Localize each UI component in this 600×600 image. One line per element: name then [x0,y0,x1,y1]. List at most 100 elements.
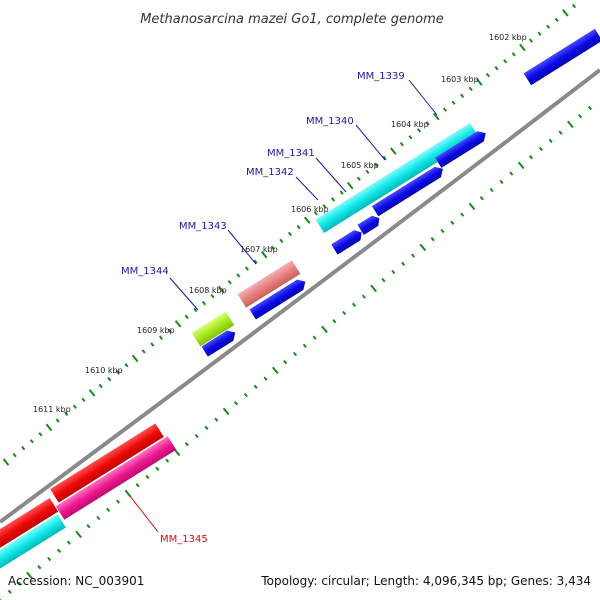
inner-ring-tick [401,261,406,266]
outer-ring-tick [29,439,34,444]
outer-ring-tick [21,445,26,451]
inner-ring-tick [145,474,150,480]
outer-ring-tick [425,121,430,126]
inner-ring-tick [253,384,258,389]
inner-ring-tick [135,483,140,488]
inner-ring-tick [567,120,574,129]
outer-ring-tick [150,342,155,347]
outer-ring-tick [72,404,77,409]
accession-text: Accession: NC_003901 [8,574,144,588]
inner-ring-tick [283,360,288,365]
tick-label-1609: 1609 kbp [137,326,175,335]
inner-ring-tick [7,589,12,594]
feature-cds-1343[interactable] [249,276,309,320]
inner-ring-tick [75,530,82,539]
feature-cds-1341[interactable] [357,213,382,235]
inner-ring-tick [370,284,377,293]
inner-ring-tick [26,571,33,580]
inner-ring-tick [391,269,396,275]
inner-ring-tick [440,228,445,234]
outer-ring-tick [131,354,139,363]
feature-cds-1602[interactable] [523,28,600,86]
outer-ring-tick [253,259,258,264]
outer-ring-tick [451,100,456,105]
outer-ring-tick [511,52,516,57]
inner-ring-tick [587,105,593,111]
gene-label-mm-1344[interactable]: MM_1344 [121,266,169,277]
feature-mm-1339[interactable] [315,122,479,234]
outer-ring-tick [124,363,129,368]
outer-ring-tick [356,176,361,181]
feature-mm-1343[interactable] [237,260,301,308]
feature-cds-1339[interactable] [435,128,489,168]
outer-ring-tick [339,190,344,195]
outer-ring-tick [346,181,354,190]
feature-mm-1345[interactable] [55,436,177,520]
outer-ring-tick [399,141,404,147]
gene-label-mm-1345[interactable]: MM_1345 [160,534,208,545]
outer-ring-tick [227,280,232,285]
outer-ring-tick [408,135,413,140]
inner-ring-tick [489,187,494,193]
outer-ring-tick [322,204,327,209]
outer-ring-tick [313,211,318,216]
outer-ring-tick [546,24,551,29]
inner-ring-tick [419,243,427,252]
inner-ring-tick [204,425,209,430]
inner-ring-tick [548,138,553,143]
outer-ring-tick [519,43,526,52]
inner-ring-tick [56,548,62,553]
inner-ring-tick [263,376,268,381]
map-title: Methanosarcina mazei Go1, complete genom… [140,12,444,27]
gene-label-mm-1339[interactable]: MM_1339 [357,71,405,82]
outer-ring-tick [236,273,241,278]
feature-red-lower[interactable] [0,498,59,554]
inner-ring-tick [460,212,465,217]
outer-ring-tick [55,418,60,423]
outer-ring-tick [382,155,387,161]
inner-ring-tick [538,146,543,152]
inner-ring-tick [450,220,455,225]
feature-cyan-lower[interactable] [0,513,66,573]
feature-mm-1344[interactable] [191,311,235,347]
inner-ring-tick [37,565,42,570]
outer-ring-tick [390,147,397,155]
outer-ring-tick [244,266,249,271]
outer-ring-tick [2,458,10,466]
feature-cds-1344[interactable] [201,327,239,357]
gene-label-mm-1342[interactable]: MM_1342 [246,167,294,178]
inner-ring-tick [312,335,317,340]
outer-ring-tick [193,307,198,313]
outer-ring-tick [460,93,465,99]
inner-ring-tick [381,278,386,283]
outer-ring-tick [158,335,163,340]
gene-label-mm-1340[interactable]: MM_1340 [306,116,354,127]
inner-ring-tick [361,294,366,299]
feature-cds-1340[interactable] [371,164,446,217]
inner-ring-tick [66,540,71,545]
inner-ring-tick [106,507,111,512]
outer-ring-tick [442,107,447,112]
tick-label-1608: 1608 kbp [189,286,227,295]
gene-label-mm-1341[interactable]: MM_1341 [267,148,315,159]
inner-ring-tick [124,489,132,498]
inner-ring-tick [410,253,416,258]
inner-ring-tick [468,202,476,211]
outer-ring-tick [417,128,422,133]
outer-ring-tick [433,112,440,121]
inner-ring-tick [332,319,337,324]
outer-ring-tick [270,245,275,251]
outer-tick-ring [2,3,577,466]
inner-ring-tick [558,130,563,135]
feature-cds-1342[interactable] [331,227,364,255]
gene-label-mm-1343[interactable]: MM_1343 [179,221,227,232]
outer-ring-tick [184,314,189,320]
outer-ring-tick [374,162,379,168]
feature-red-upper[interactable] [50,423,164,503]
outer-ring-tick [279,238,284,244]
outer-ring-tick [468,86,473,92]
inner-ring-tick [86,524,91,529]
outer-ring-tick [167,328,172,333]
inner-ring-tick [499,179,504,184]
inner-ring-tick [194,433,199,439]
